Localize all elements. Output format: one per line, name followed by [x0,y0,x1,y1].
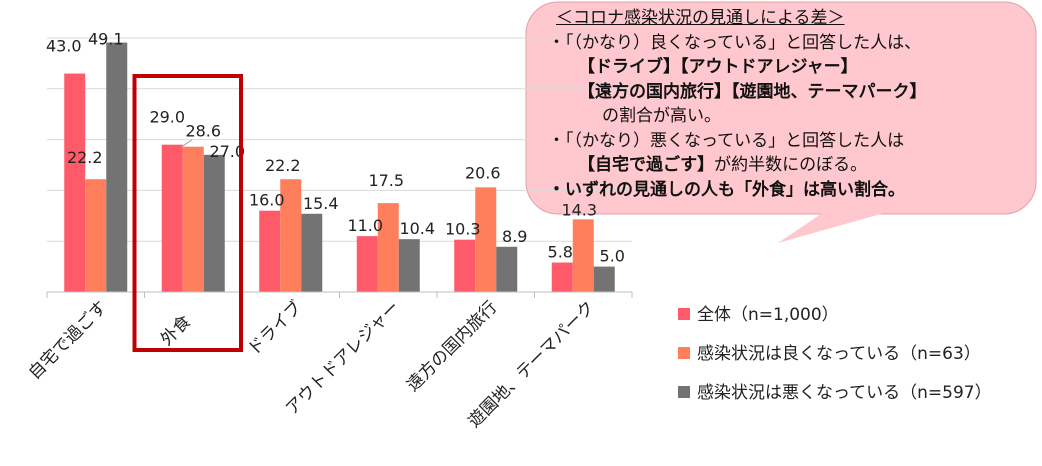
bar [572,219,594,292]
callout-text: ＜コロナ感染状況の見通しによる差＞ ・「（かなり）良くなっている」と回答した人は… [548,6,1028,202]
category-label: 自宅で過ごす [25,297,111,383]
bar [496,246,518,292]
callout-bubble [525,1,1037,243]
bar [475,187,497,292]
callout-line-6: 【自宅で過ごす】が約半数にのぼる。 [548,153,1028,178]
bar-value-label: 22.2 [265,156,301,175]
legend-swatch [678,386,690,398]
bar [106,42,128,293]
category-label: ドライブ [243,297,306,360]
bar-value-label: 14.3 [561,200,597,219]
category-label: 遠方の国内旅行 [403,297,501,395]
bar [259,210,281,292]
callout-line-6-rest: が約半数にのぼる。 [714,155,868,175]
bar-labels: 43.022.249.129.028.627.016.022.215.411.0… [46,30,625,266]
callout-line-7: ・いずれの見通しの人も「外食」は高い割合。 [548,179,905,200]
callout-line-4: の割合が高い。 [602,106,721,126]
bar-value-label: 10.4 [399,219,435,238]
legend-label: 全体（n=1,000） [697,305,839,325]
bar-value-label: 5.0 [600,247,625,266]
bar [161,144,183,292]
bars [64,42,615,293]
bar-value-label: 28.6 [185,122,221,141]
bar-value-label: 8.9 [502,227,527,246]
bar [356,236,378,292]
label-leader-line [180,139,193,148]
callout-bubble-fill [529,4,1033,210]
bar-value-label: 43.0 [46,37,82,56]
bar [551,262,573,292]
bar-value-label: 16.0 [249,191,285,210]
legend: 全体（n=1,000） 感染状況は良くなっている（n=63） 感染状況は悪くなってい… [678,305,992,403]
bar [398,239,420,292]
bar-value-label: 49.1 [88,30,124,49]
bar [182,146,204,292]
bar [301,213,323,292]
callout-line-6-emph: 【自宅で過ごす】 [578,155,715,175]
bar-value-label: 27.0 [209,142,245,161]
bar-value-label: 29.0 [149,108,185,127]
x-axis [46,291,633,298]
callout-title: ＜コロナ感染状況の見通しによる差＞ [556,8,845,28]
bar-value-label: 20.6 [465,163,501,182]
legend-label: 感染状況は悪くなっている（n=597） [697,383,992,403]
callout-line-5: ・「（かなり）悪くなっている」と回答した人は [548,130,905,151]
legend-swatch [678,347,690,359]
bar-value-label: 15.4 [303,194,339,213]
callout-bubble-tail [778,208,902,243]
bar [203,154,225,292]
bar [593,266,615,292]
bar-value-label: 17.5 [368,171,404,190]
bar [454,239,476,292]
bar [280,179,302,292]
bar-value-label: 22.2 [67,148,103,167]
bar [85,179,107,292]
bar-value-label: 10.3 [445,220,481,239]
category-label: 外食 [157,312,195,350]
legend-swatch [678,308,690,320]
bar-value-label: 5.8 [548,243,573,262]
bar [64,73,86,292]
bar [377,203,399,292]
callout-line-3: 【遠方の国内旅行】【遊園地、テーマパーク】 [578,81,927,102]
highlight-box [132,74,243,352]
callout-line-1: ・「（かなり）良くなっている」と回答した人は、 [548,32,922,53]
gridlines [47,37,632,242]
bar-value-label: 11.0 [347,216,383,235]
callout-line-2: 【ドライブ】【アウトドアレジャー】 [578,57,858,77]
legend-label: 感染状況は良くなっている（n=63） [697,344,981,364]
